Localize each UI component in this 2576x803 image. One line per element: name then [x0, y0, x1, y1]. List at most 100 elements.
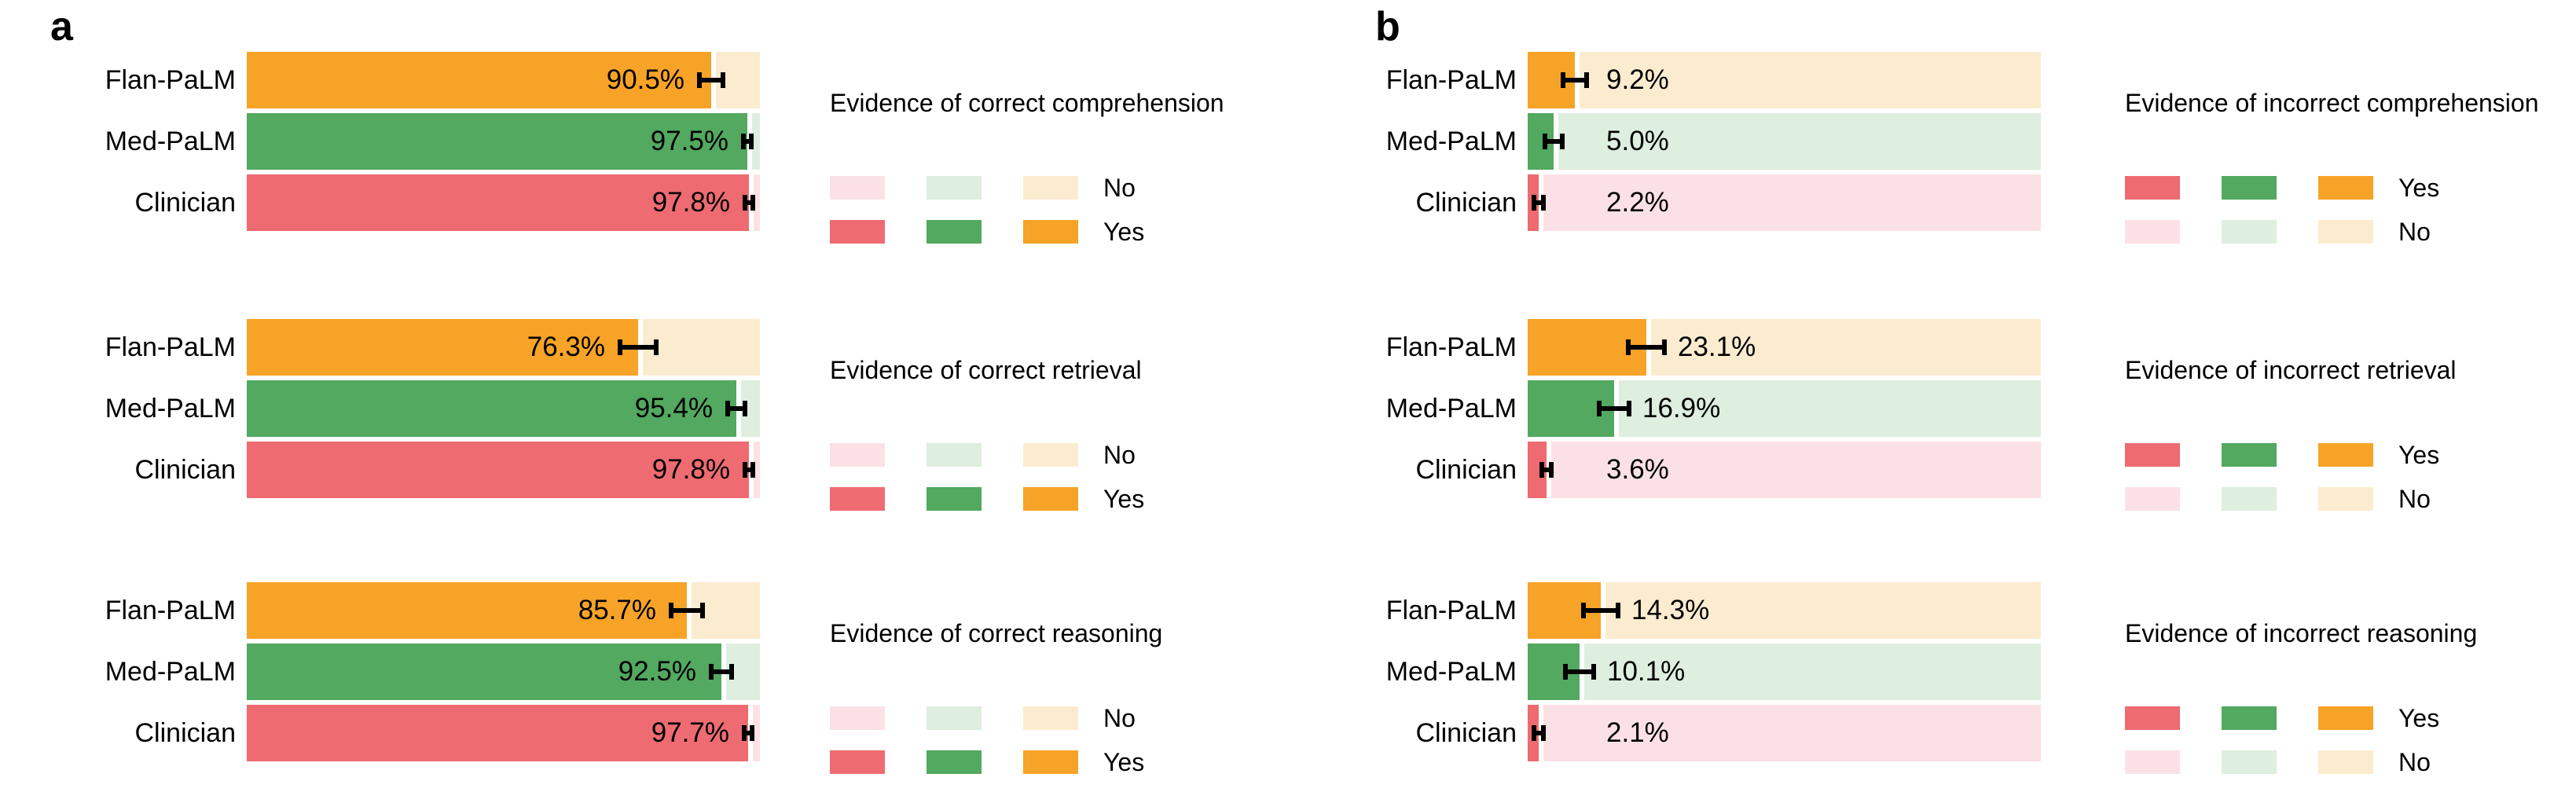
bar-row: 16.9%	[1528, 380, 2041, 437]
error-bar-cap-left	[1532, 725, 1536, 741]
category-label: Med-PaLM	[1385, 126, 1517, 156]
error-bar	[725, 401, 747, 416]
error-bar-cap-left	[743, 195, 747, 211]
value-label: 97.5%	[650, 126, 728, 156]
legend-swatch-yes	[2318, 706, 2373, 730]
bar-segment-yes	[247, 644, 721, 700]
error-bar	[1563, 664, 1596, 680]
error-bar-cap-left	[697, 72, 702, 88]
legend-swatch-no	[2125, 750, 2180, 774]
category-label: Clinician	[1415, 718, 1517, 748]
bar-segment-no	[1580, 52, 2041, 108]
legend-swatch-yes	[2222, 443, 2277, 467]
bar-row: 90.5%	[247, 52, 760, 108]
bar-row: 2.1%	[1528, 705, 2041, 761]
error-bar-cap-right	[700, 603, 705, 618]
legend-swatch-no	[927, 176, 982, 200]
legend-label-no: No	[2398, 218, 2431, 246]
category-label: Flan-PaLM	[105, 596, 236, 625]
value-label: 2.2%	[1606, 187, 1669, 218]
legend-title: Evidence of incorrect retrieval	[2125, 356, 2457, 384]
legend-label-yes: Yes	[1103, 748, 1145, 776]
bar-segment-no	[1651, 319, 2041, 376]
bar-row: 5.0%	[1528, 113, 2041, 170]
legend-title: Evidence of incorrect comprehension	[2125, 89, 2539, 117]
error-bar-line	[1539, 468, 1554, 472]
legend-label-no: No	[1103, 441, 1136, 469]
error-bar-cap-left	[1539, 462, 1544, 478]
bar-segment-yes	[247, 174, 749, 231]
bar-row: 3.6%	[1528, 442, 2041, 498]
error-bar-line	[1626, 345, 1667, 350]
bar-row: 97.8%	[247, 442, 760, 498]
error-bar-cap-right	[749, 134, 754, 149]
panel-label-a: a	[50, 4, 73, 50]
legend-swatch-yes	[1023, 750, 1078, 774]
category-label: Clinician	[134, 188, 237, 218]
legend-title: Evidence of correct reasoning	[830, 619, 1163, 647]
error-bar	[742, 725, 754, 741]
legend-swatch-yes	[2222, 706, 2277, 730]
error-bar	[618, 339, 659, 355]
category-label: Flan-PaLM	[1385, 65, 1517, 95]
category-label: Flan-PaLM	[105, 65, 236, 95]
legend-swatch-yes	[830, 750, 885, 774]
legend-swatch-yes	[2125, 706, 2180, 730]
value-label: 97.8%	[651, 454, 730, 485]
legend-swatch-no	[927, 706, 982, 730]
legend-swatch-no	[2222, 220, 2277, 244]
error-bar-line	[742, 731, 754, 735]
legend-label-no: No	[2398, 485, 2431, 513]
error-bar	[1539, 462, 1554, 478]
error-bar-line	[725, 406, 747, 411]
category-label: Clinician	[134, 718, 237, 748]
value-label: 90.5%	[606, 64, 684, 95]
error-bar-cap-right	[750, 462, 755, 478]
bar-segment-yes	[247, 52, 711, 108]
legend-swatch-yes	[927, 220, 982, 244]
error-bar-cap-right	[1541, 195, 1546, 211]
legend-swatch-yes	[830, 487, 885, 511]
bar-segment-no	[752, 113, 760, 170]
error-bar-line	[697, 78, 725, 82]
legend-label-yes: Yes	[1103, 485, 1145, 513]
category-label: Clinician	[1415, 188, 1517, 218]
bar-row: 10.1%	[1528, 644, 2041, 700]
category-label: Flan-PaLM	[105, 332, 236, 362]
legend-swatch-no	[1023, 706, 1078, 730]
value-label: 76.3%	[527, 332, 605, 362]
error-bar-cap-left	[1532, 195, 1536, 211]
error-bar-cap-right	[1549, 462, 1554, 478]
legend-swatch-yes	[2318, 176, 2373, 200]
legend-swatch-no	[830, 706, 885, 730]
legend-swatch-no	[927, 443, 982, 467]
legend-label-yes: Yes	[2398, 441, 2440, 469]
value-label: 85.7%	[578, 595, 656, 625]
bar-segment-yes	[247, 113, 747, 170]
bar-segment-no	[1543, 705, 2041, 761]
error-bar-cap-left	[725, 401, 730, 416]
error-bar-cap-left	[1563, 664, 1568, 680]
legend-swatch-yes	[1023, 487, 1078, 511]
error-bar-line	[1561, 78, 1589, 82]
error-bar-cap-right	[1662, 339, 1667, 355]
value-label: 14.3%	[1631, 595, 1710, 625]
error-bar-cap-left	[1597, 401, 1602, 416]
value-label: 5.0%	[1606, 126, 1669, 156]
category-label: Med-PaLM	[105, 126, 236, 156]
legend-swatch-no	[830, 176, 885, 200]
bar-segment-no	[1619, 380, 2041, 437]
error-bar-cap-right	[1541, 725, 1546, 741]
error-bar-cap-left	[709, 664, 714, 680]
bar-row: 76.3%	[247, 319, 760, 376]
bar-row: 14.3%	[1528, 582, 2041, 639]
error-bar-line	[1581, 608, 1620, 613]
legend-swatch-no	[2318, 750, 2373, 774]
value-label: 97.8%	[651, 187, 730, 218]
bar-segment-no	[754, 442, 760, 498]
bar-row: 2.2%	[1528, 174, 2041, 231]
error-bar-cap-left	[618, 339, 622, 355]
error-bar-cap-right	[1627, 401, 1631, 416]
legend-label-no: No	[1103, 704, 1136, 732]
error-bar-cap-right	[750, 195, 755, 211]
